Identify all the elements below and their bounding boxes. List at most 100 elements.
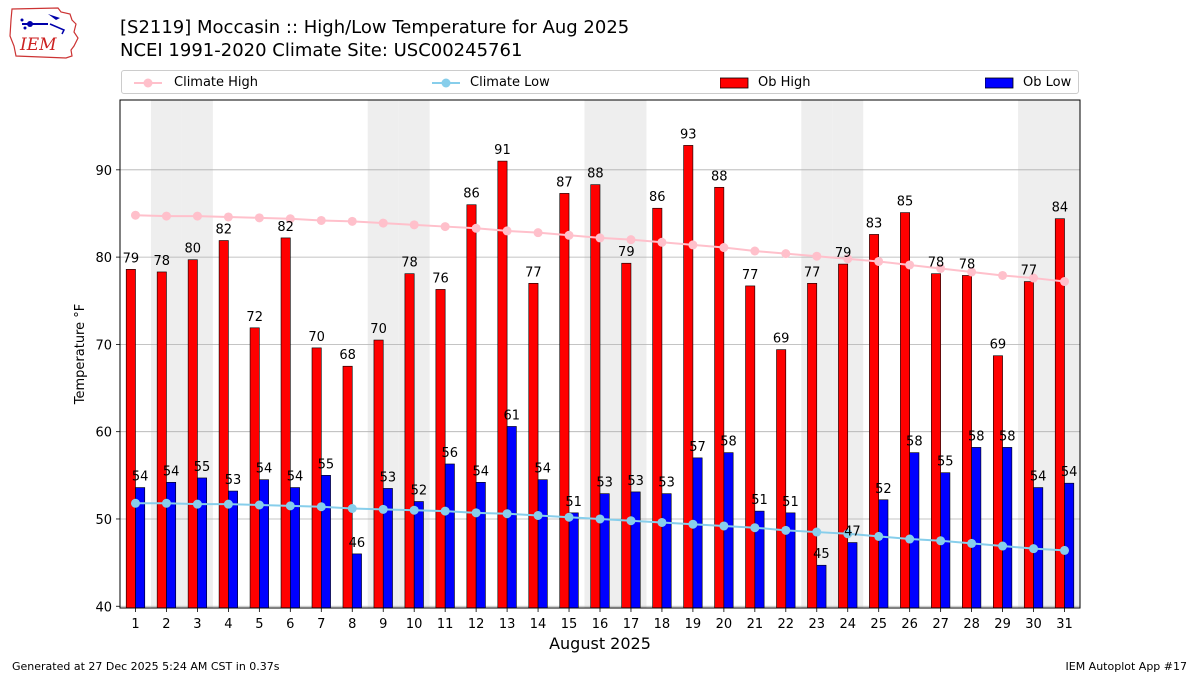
climate-high-point-13 <box>502 226 512 236</box>
ob-low-label-21: 51 <box>751 493 768 508</box>
xtick-label-17: 17 <box>623 617 640 632</box>
ob-high-label-7: 70 <box>308 330 325 345</box>
ob-low-label-25: 52 <box>875 482 892 497</box>
ob-low-bar-23 <box>816 564 827 609</box>
ob-high-bar-29 <box>992 355 1003 609</box>
climate-high-point-25 <box>874 256 884 266</box>
ob-high-bar-10 <box>404 273 415 609</box>
climate-high-point-28 <box>967 267 977 277</box>
ob-low-label-17: 53 <box>627 474 644 489</box>
ob-high-label-20: 88 <box>711 169 728 184</box>
xtick-label-1: 1 <box>131 617 139 632</box>
ob-low-label-13: 61 <box>503 408 520 423</box>
ob-low-label-31: 54 <box>1061 465 1078 480</box>
ob-low-bar-7 <box>320 475 331 609</box>
ob-high-label-8: 68 <box>339 348 356 363</box>
ob-high-label-9: 70 <box>370 322 387 337</box>
climate-high-point-17 <box>626 235 636 245</box>
ob-high-label-24: 79 <box>835 246 852 261</box>
ob-high-label-2: 78 <box>154 254 171 269</box>
ob-high-bar-7 <box>311 347 322 609</box>
ob-high-label-4: 82 <box>215 223 232 238</box>
climate-low-point-1 <box>130 498 140 508</box>
ob-low-label-11: 56 <box>442 446 459 461</box>
climate-high-point-16 <box>595 233 605 243</box>
ob-high-label-11: 76 <box>432 271 449 286</box>
climate-low-point-4 <box>223 499 233 509</box>
ob-high-label-16: 88 <box>587 167 604 182</box>
app-footer: IEM Autoplot App #17 <box>1065 660 1188 673</box>
climate-high-swatch-icon <box>134 78 162 88</box>
ob-high-label-14: 77 <box>525 265 542 280</box>
ob-high-label-18: 86 <box>649 190 666 205</box>
ob-low-label-15: 51 <box>565 495 582 510</box>
climate-low-point-26 <box>905 534 915 544</box>
climate-high-point-20 <box>719 243 729 253</box>
climate-low-point-24 <box>843 529 853 539</box>
legend-label-ob-high: Ob High <box>758 75 811 90</box>
xtick-label-10: 10 <box>406 617 423 632</box>
ob-high-bar-3 <box>187 259 198 609</box>
climate-low-point-19 <box>688 519 698 529</box>
climate-high-point-9 <box>378 218 388 228</box>
climate-high-point-14 <box>533 228 543 238</box>
climate-low-point-17 <box>626 516 636 526</box>
climate-high-point-21 <box>750 246 760 256</box>
ob-low-bar-29 <box>1002 447 1013 609</box>
x-axis-label: August 2025 <box>549 634 651 653</box>
ob-high-label-25: 83 <box>866 216 883 231</box>
ob-high-bar-6 <box>280 237 291 609</box>
ob-high-bar-17 <box>621 262 632 609</box>
ob-high-bar-21 <box>745 285 756 609</box>
legend-label-climate-low: Climate Low <box>470 75 550 90</box>
xtick-label-25: 25 <box>870 617 887 632</box>
ob-low-label-10: 52 <box>411 484 428 499</box>
ob-low-label-8: 46 <box>349 536 366 551</box>
ob-low-label-16: 53 <box>596 476 613 491</box>
xtick-label-15: 15 <box>561 617 578 632</box>
ob-high-bar-2 <box>156 271 167 609</box>
xtick-label-9: 9 <box>379 617 387 632</box>
ob-low-label-23: 45 <box>813 547 830 562</box>
climate-low-point-7 <box>316 502 326 512</box>
ob-high-label-19: 93 <box>680 127 697 142</box>
climate-high-point-6 <box>285 214 295 224</box>
ob-high-bar-12 <box>466 204 477 609</box>
ob-low-label-24: 47 <box>844 525 861 540</box>
xtick-label-11: 11 <box>437 617 454 632</box>
climate-high-point-12 <box>471 223 481 233</box>
xtick-label-21: 21 <box>747 617 764 632</box>
ytick-label-80: 80 <box>95 251 112 266</box>
ob-high-bar-14 <box>528 282 539 609</box>
xtick-label-18: 18 <box>654 617 671 632</box>
ob-low-bar-18 <box>661 493 672 609</box>
xtick-label-7: 7 <box>317 617 325 632</box>
ob-low-bar-8 <box>351 553 362 609</box>
ob-high-bar-4 <box>218 240 229 609</box>
ytick-label-90: 90 <box>95 164 112 179</box>
ob-low-bar-14 <box>537 479 548 609</box>
xtick-label-2: 2 <box>162 617 170 632</box>
ob-low-bar-12 <box>475 482 486 609</box>
ob-low-label-22: 51 <box>782 495 799 510</box>
ob-low-label-1: 54 <box>132 470 149 485</box>
ob-low-bar-10 <box>413 501 424 609</box>
ob-low-label-14: 54 <box>534 462 551 477</box>
climate-high-point-1 <box>130 210 140 220</box>
ob-low-label-18: 53 <box>658 476 675 491</box>
ob-high-label-27: 78 <box>928 256 945 271</box>
xtick-label-28: 28 <box>963 617 980 632</box>
ob-high-bar-25 <box>869 234 880 609</box>
climate-low-point-20 <box>719 521 729 531</box>
logo-text: IEM <box>19 35 57 55</box>
ob-high-bar-19 <box>683 145 694 609</box>
ytick-label-70: 70 <box>95 338 112 353</box>
climate-low-point-18 <box>657 517 667 527</box>
ob-low-bar-4 <box>228 490 238 609</box>
ob-low-label-29: 58 <box>999 429 1016 444</box>
xtick-label-14: 14 <box>530 617 547 632</box>
ob-low-bar-19 <box>692 457 703 609</box>
climate-low-point-15 <box>564 512 574 522</box>
ob-high-label-21: 77 <box>742 268 759 283</box>
